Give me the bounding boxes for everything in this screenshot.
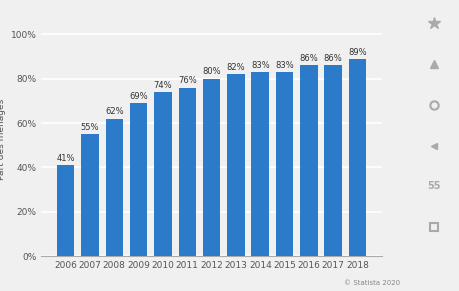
Text: 86%: 86% [323, 54, 342, 63]
Bar [154, 92, 171, 256]
Text: 41%: 41% [56, 154, 75, 163]
Text: 62%: 62% [105, 107, 123, 116]
Bar [324, 65, 341, 256]
Text: 80%: 80% [202, 68, 220, 77]
Text: 83%: 83% [250, 61, 269, 70]
Bar [300, 65, 317, 256]
Text: 89%: 89% [347, 47, 366, 56]
Text: 83%: 83% [274, 61, 293, 70]
Text: © Statista 2020: © Statista 2020 [343, 280, 399, 286]
Bar [178, 88, 196, 256]
Text: 55%: 55% [80, 123, 99, 132]
Text: 55: 55 [426, 181, 440, 191]
Bar [105, 119, 123, 256]
Bar [202, 79, 220, 256]
Bar [57, 165, 74, 256]
Text: 82%: 82% [226, 63, 245, 72]
Text: 74%: 74% [153, 81, 172, 90]
Text: 86%: 86% [299, 54, 318, 63]
Y-axis label: Part des ménages: Part des ménages [0, 99, 6, 180]
Bar [251, 72, 269, 256]
Bar [81, 134, 99, 256]
Bar [227, 74, 244, 256]
Bar [129, 103, 147, 256]
Text: 69%: 69% [129, 92, 148, 101]
Bar [275, 72, 293, 256]
Text: 76%: 76% [178, 76, 196, 85]
Bar [348, 59, 365, 256]
